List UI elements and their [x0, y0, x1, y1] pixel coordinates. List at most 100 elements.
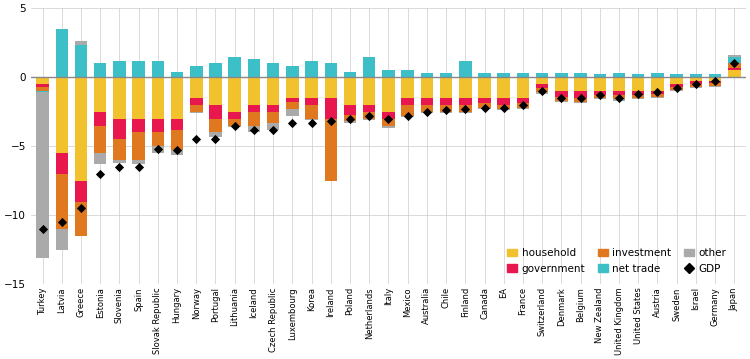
Bar — [94, 112, 106, 126]
Bar — [171, 119, 183, 130]
Point — [229, 123, 241, 129]
Bar — [190, 112, 202, 113]
Bar — [133, 132, 145, 160]
Bar — [651, 73, 664, 77]
Bar — [497, 77, 510, 98]
Bar — [613, 91, 626, 95]
Bar — [401, 98, 414, 105]
Bar — [75, 201, 87, 236]
Bar — [152, 132, 164, 146]
Bar — [728, 55, 740, 56]
Bar — [113, 77, 126, 119]
Point — [37, 226, 49, 232]
Bar — [248, 77, 260, 105]
Bar — [536, 88, 548, 92]
Bar — [94, 64, 106, 77]
Bar — [593, 95, 606, 98]
Point — [75, 206, 87, 211]
Bar — [632, 74, 644, 77]
Point — [190, 136, 202, 142]
Bar — [690, 77, 702, 81]
Point — [94, 171, 106, 177]
Bar — [171, 130, 183, 150]
Bar — [305, 105, 318, 119]
Bar — [555, 73, 568, 77]
Bar — [670, 77, 683, 84]
Point — [498, 105, 510, 111]
Bar — [497, 98, 510, 105]
Bar — [651, 91, 664, 94]
Point — [613, 95, 625, 101]
Bar — [593, 98, 606, 99]
Bar — [36, 92, 49, 258]
Bar — [517, 103, 530, 108]
Bar — [113, 119, 126, 139]
Bar — [728, 64, 740, 67]
Bar — [670, 74, 683, 77]
Bar — [133, 119, 145, 132]
Bar — [690, 84, 702, 87]
Bar — [613, 95, 626, 99]
Bar — [286, 102, 298, 109]
Point — [248, 127, 260, 132]
Bar — [670, 84, 683, 87]
Bar — [459, 105, 472, 112]
Bar — [613, 77, 626, 91]
Bar — [36, 91, 49, 92]
Bar — [536, 92, 548, 94]
Bar — [171, 72, 183, 77]
Bar — [555, 77, 568, 91]
Bar — [152, 119, 164, 132]
Bar — [690, 87, 702, 88]
Bar — [497, 73, 510, 77]
Point — [286, 120, 298, 126]
Bar — [267, 112, 280, 123]
Bar — [56, 174, 68, 229]
Bar — [709, 81, 722, 83]
Bar — [651, 94, 664, 97]
Bar — [305, 77, 318, 98]
Bar — [478, 103, 490, 108]
Point — [670, 85, 682, 91]
Point — [574, 95, 586, 101]
Point — [478, 105, 490, 111]
Bar — [517, 98, 530, 103]
Point — [517, 102, 529, 108]
Bar — [709, 85, 722, 87]
Bar — [440, 112, 452, 113]
Bar — [133, 77, 145, 119]
Point — [632, 91, 644, 97]
Bar — [286, 77, 298, 98]
Bar — [344, 121, 356, 123]
Bar — [709, 83, 722, 85]
Point — [459, 106, 471, 112]
Bar — [190, 66, 202, 77]
Bar — [133, 160, 145, 164]
Bar — [382, 112, 394, 119]
Bar — [75, 77, 87, 181]
Bar — [56, 77, 68, 153]
Point — [171, 148, 183, 153]
Bar — [325, 98, 337, 119]
Bar — [478, 73, 490, 77]
Bar — [75, 181, 87, 201]
Point — [133, 164, 145, 170]
Bar — [113, 61, 126, 77]
Bar — [401, 105, 414, 116]
Bar — [401, 70, 414, 77]
Bar — [574, 73, 586, 77]
Point — [267, 127, 279, 132]
Bar — [286, 98, 298, 102]
Bar — [459, 112, 472, 113]
Bar — [459, 77, 472, 98]
Bar — [248, 105, 260, 112]
Bar — [478, 98, 490, 103]
Bar — [517, 73, 530, 77]
Bar — [421, 112, 433, 113]
Bar — [728, 67, 740, 70]
Bar — [133, 61, 145, 77]
Bar — [229, 119, 241, 126]
Bar — [56, 229, 68, 250]
Point — [363, 113, 375, 119]
Bar — [171, 77, 183, 119]
